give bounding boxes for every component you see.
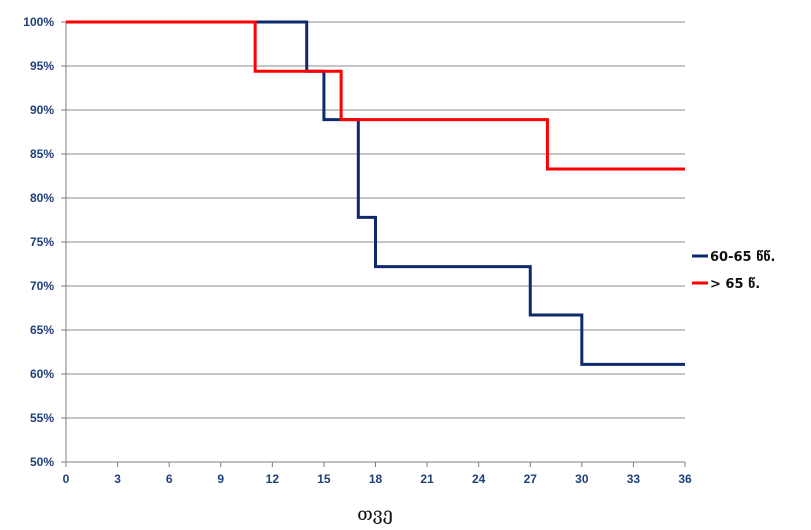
x-axis-label: თვე xyxy=(357,504,393,525)
y-tick-label-10: 100% xyxy=(23,15,54,29)
x-tick-label-4: 12 xyxy=(266,472,280,486)
y-tick-label-6: 80% xyxy=(30,191,54,205)
tick-labels: 0 3 6 9 12 15 18 21 24 27 30 33 3650%55%60%65%70%75%… xyxy=(23,15,692,486)
x-tick-label-9: 27 xyxy=(524,472,538,486)
x-tick-label-1: 3 xyxy=(114,472,121,486)
y-tick-label-1: 55% xyxy=(30,411,54,425)
x-tick-label-10: 30 xyxy=(575,472,589,486)
series-line-1 xyxy=(66,20,685,366)
y-tick-label-2: 60% xyxy=(30,367,54,381)
series-lines xyxy=(66,20,685,366)
legend-label-1: 60-65 წწ. xyxy=(710,250,775,265)
x-tick-label-0: 0 xyxy=(63,472,70,486)
series-line-2 xyxy=(66,20,685,171)
x-tick-label-2: 6 xyxy=(166,472,173,486)
x-tick-label-6: 18 xyxy=(369,472,383,486)
y-tick-label-0: 50% xyxy=(30,455,54,469)
legend-label-2: > 65 წ. xyxy=(710,277,760,292)
x-tick-label-7: 21 xyxy=(420,472,434,486)
x-tick-label-5: 15 xyxy=(317,472,331,486)
y-tick-label-7: 85% xyxy=(30,147,54,161)
x-tick-label-8: 24 xyxy=(472,472,486,486)
x-tick-label-11: 33 xyxy=(627,472,641,486)
axes xyxy=(61,21,686,467)
y-tick-label-9: 95% xyxy=(30,59,54,73)
y-tick-label-3: 65% xyxy=(30,323,54,337)
y-tick-label-4: 70% xyxy=(30,279,54,293)
x-tick-label-3: 9 xyxy=(217,472,224,486)
x-tick-label-12: 36 xyxy=(678,472,692,486)
legend: 60-65 წწ. > 65 წ. xyxy=(692,250,775,292)
y-tick-label-5: 75% xyxy=(30,235,54,249)
y-tick-label-8: 90% xyxy=(30,103,54,117)
